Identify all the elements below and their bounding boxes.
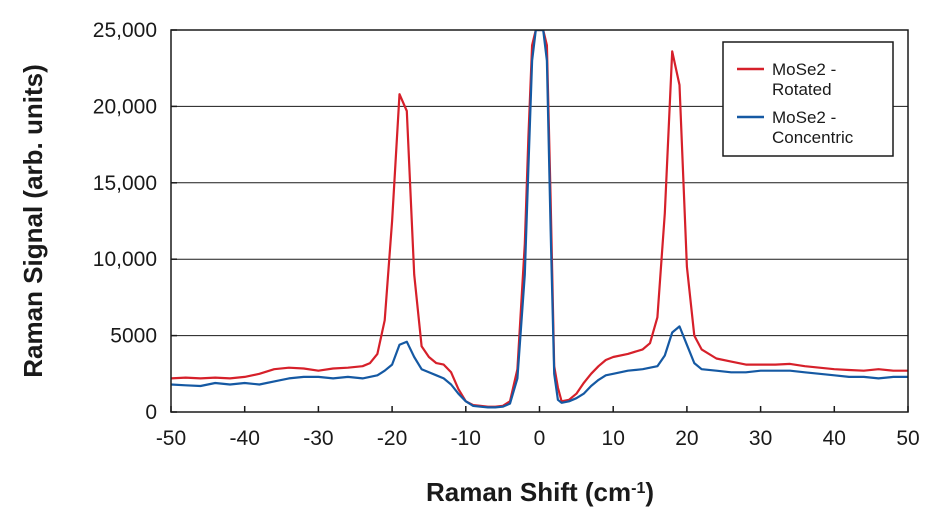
x-tick-label: 10 — [602, 427, 625, 450]
axis-ticks: -50 -40 -30 -20 -10 0 10 20 30 40 50 0 5000 10,000 15,… — [93, 19, 920, 450]
legend-box — [722, 41, 894, 157]
x-tick-label: 40 — [823, 427, 846, 450]
x-tick-label: -10 — [451, 427, 481, 450]
legend-label-concentric: MoSe2 - Concentric — [772, 108, 854, 147]
y-tick-label: 20,000 — [93, 95, 157, 118]
y-tick-label: 15,000 — [93, 172, 157, 195]
y-tick-label: 0 — [145, 401, 157, 424]
series-line-rotated — [171, 30, 908, 408]
series-line-concentric — [171, 30, 908, 409]
x-tick-label: 30 — [749, 427, 772, 450]
legend-label-rotated-line1: MoSe2 - — [772, 60, 836, 79]
x-tick-label: -20 — [377, 427, 407, 450]
legend: MoSe2 - Rotated MoSe2 - Concentric — [722, 41, 894, 157]
x-axis-title-main: Raman Shift (cm — [426, 477, 631, 507]
x-axis-title: Raman Shift (cm-1) — [426, 477, 654, 507]
x-tick-label: 0 — [534, 427, 546, 450]
x-axis-title-close: ) — [645, 477, 654, 507]
y-tick-label: 25,000 — [93, 19, 157, 42]
x-tick-label: -50 — [156, 427, 186, 450]
y-tick-label: 5000 — [110, 325, 157, 348]
x-tick-label: -40 — [230, 427, 260, 450]
legend-label-rotated: MoSe2 - Rotated — [772, 60, 841, 99]
y-axis-title: Raman Signal (arb. units) — [18, 64, 48, 378]
legend-label-rotated-line2: Rotated — [772, 80, 832, 99]
legend-label-concentric-line1: MoSe2 - — [772, 108, 836, 127]
series-lines — [171, 30, 908, 409]
y-tick-label: 10,000 — [93, 248, 157, 271]
legend-label-concentric-line2: Concentric — [772, 128, 854, 147]
x-axis-title-superscript: -1 — [631, 480, 645, 497]
x-tick-label: -30 — [303, 427, 333, 450]
x-tick-label: 20 — [675, 427, 698, 450]
x-tick-label: 50 — [896, 427, 919, 450]
